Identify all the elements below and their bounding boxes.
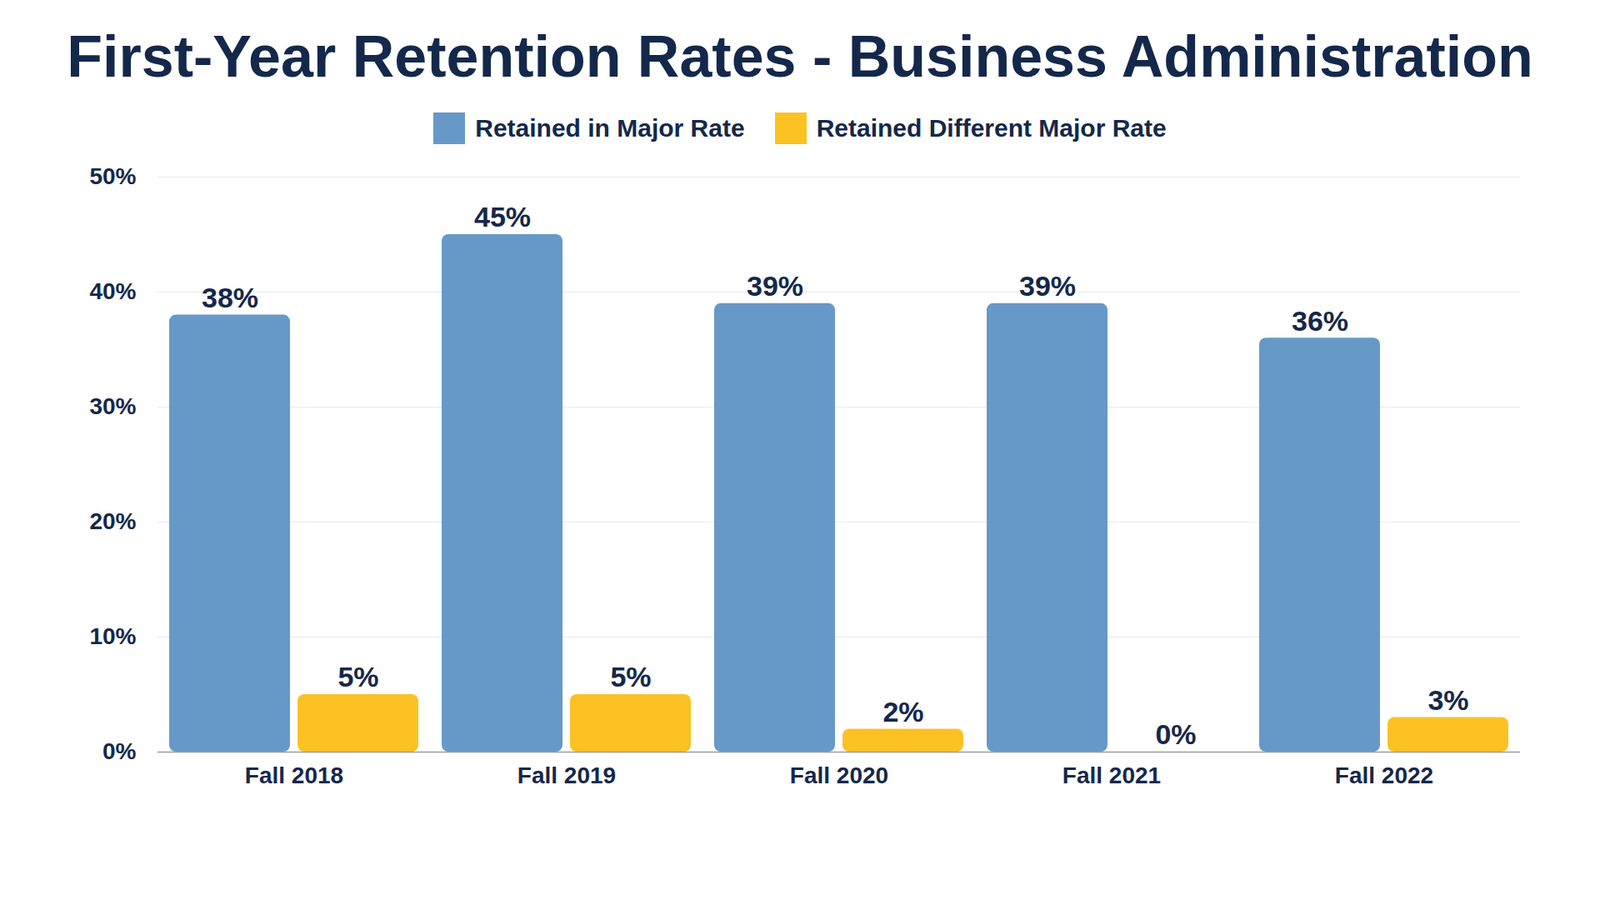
svg-text:39%: 39% <box>746 270 804 302</box>
svg-text:5%: 5% <box>337 660 379 693</box>
svg-text:Fall 2018: Fall 2018 <box>245 762 344 789</box>
html-text:Retained in Major Rate: Retained in Major Rate <box>475 114 745 142</box>
svg-text:Fall 2019: Fall 2019 <box>517 762 616 789</box>
html-text:First-Year Retention Rates - B: First-Year Retention Rates - Business Ad… <box>66 24 1534 90</box>
svg-text:Fall 2021: Fall 2021 <box>1062 762 1161 789</box>
svg-text:0%: 0% <box>102 738 137 765</box>
svg-text:2%: 2% <box>882 695 924 728</box>
svg-text:0%: 0% <box>1155 718 1196 750</box>
svg-text:45%: 45% <box>474 200 531 233</box>
svg-text:36%: 36% <box>1291 305 1349 337</box>
svg-text:3%: 3% <box>1427 684 1469 716</box>
svg-text:38%: 38% <box>201 281 259 314</box>
svg-text:40%: 40% <box>89 278 136 305</box>
html-text:Retained Different Major Rate: Retained Different Major Rate <box>816 114 1167 142</box>
svg-text:10%: 10% <box>89 623 136 650</box>
svg-text:20%: 20% <box>89 508 136 535</box>
svg-text:50%: 50% <box>89 163 136 190</box>
svg-text:30%: 30% <box>89 393 136 420</box>
svg-text:Fall 2022: Fall 2022 <box>1335 762 1434 789</box>
svg-text:5%: 5% <box>610 660 651 693</box>
svg-text:39%: 39% <box>1019 270 1076 302</box>
svg-text:Fall 2020: Fall 2020 <box>790 762 889 789</box>
